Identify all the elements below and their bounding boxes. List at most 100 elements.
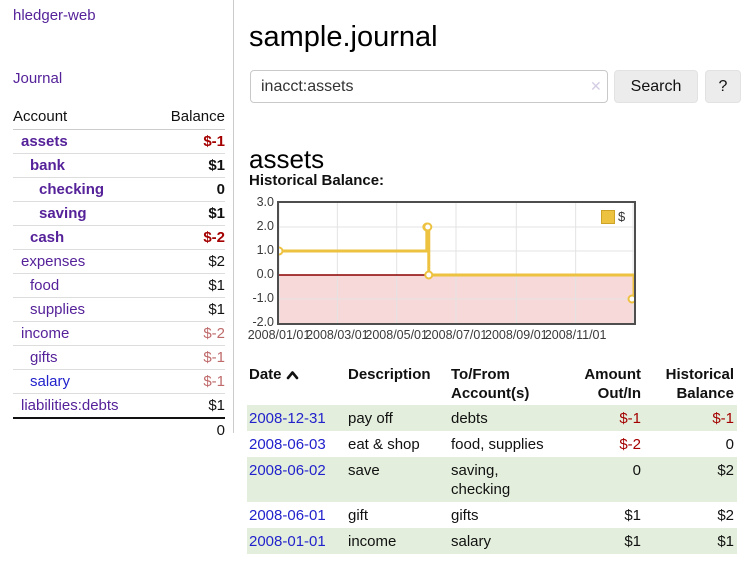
x-tick-label: 2008/07/01 [424,328,488,342]
account-row: supplies $1 [13,297,225,322]
register-cell-description: gift [348,507,369,524]
account-balance: $1 [153,153,225,178]
account-row: income $-2 [13,321,225,346]
search-button[interactable]: Search [614,70,698,103]
search-input[interactable] [250,70,608,103]
account-balance: $1 [153,201,225,226]
chart-series-svg [274,203,637,323]
clear-search-icon[interactable]: ✕ [590,78,602,94]
account-row: expenses $2 [13,249,225,274]
account-row: liabilities:debts $1 [13,393,225,419]
account-link-supplies[interactable]: supplies [30,300,86,318]
historical-balance-chart: 3.0 2.0 1.0 0.0 -1.0 -2.0 $ 2008/01/01 2008/03… [248,195,742,348]
account-balance: $-2 [153,321,225,346]
account-link-food[interactable]: food [30,276,60,294]
account-link-saving[interactable]: saving [39,204,87,222]
accounts-total-value: 0 [153,417,225,442]
chart-plot-area [274,201,637,325]
account-row: gifts $-1 [13,345,225,370]
register-col-amount: Amount Out/In [584,366,641,402]
register-cell-description: save [348,462,380,479]
account-link-cash[interactable]: cash [30,228,65,246]
register-cell-balance: 0 [725,436,734,453]
x-tick-label: 2008/09/01 [485,328,548,342]
account-row: salary $-1 [13,369,225,394]
account-balance: $-1 [153,129,225,154]
register-cell-amount: $-1 [619,410,641,427]
legend-label: $ [618,209,626,224]
register-row: 2008-06-01 gift gifts $1 $2 [247,502,737,528]
account-row: bank $1 [13,153,225,178]
register-cell-accounts: gifts [451,507,479,524]
register-cell-amount: $-2 [619,436,641,453]
register-cell-date: 2008-06-02 [247,457,346,502]
account-balance: $1 [153,297,225,322]
account-balance: $-2 [153,225,225,250]
register-row: 2008-12-31 pay off debts $-1 $-1 [247,405,737,431]
account-balance: $2 [153,249,225,274]
nav-journal-link[interactable]: Journal [13,70,63,87]
chart-legend: $ [601,209,625,224]
account-row: assets $-1 [13,129,225,154]
register-cell-accounts: salary [451,533,492,550]
x-tick-label: 2008/11/01 [544,328,607,342]
page-title: sample.journal [249,21,438,54]
register-cell-accounts: debts [451,410,488,427]
register-cell-description: eat & shop [348,436,420,453]
account-row: checking 0 [13,177,225,202]
transaction-date-link[interactable]: 2008-06-02 [249,462,326,479]
y-tick-label: -2.0 [252,315,274,329]
account-link-salary[interactable]: salary [30,372,71,390]
app-title-link[interactable]: hledger-web [13,7,96,24]
register-table: Date Description To/From Account(s) Amou… [247,363,737,554]
transaction-date-link[interactable]: 2008-12-31 [249,410,326,427]
register-cell-balance: $2 [717,462,734,479]
account-link-liabilities-debts[interactable]: liabilities:debts [21,396,119,414]
account-balance: $1 [153,393,225,419]
register-cell-accounts: saving, checking [451,462,511,498]
register-col-accounts: To/From Account(s) [451,366,530,402]
y-tick-label: 1.0 [256,243,274,257]
register-col-balance: Historical Balance [665,366,734,402]
account-link-bank[interactable]: bank [30,156,66,174]
register-cell-amount: $1 [624,533,641,550]
transaction-date-link[interactable]: 2008-06-03 [249,436,326,453]
y-tick-label: 0.0 [256,267,274,281]
register-cell-accounts: food, supplies [451,436,544,453]
transaction-date-link[interactable]: 2008-06-01 [249,507,326,524]
register-cell-date: 2008-01-01 [247,528,346,554]
register-cell-amount: $1 [624,507,641,524]
chart-title: Historical Balance: [249,172,385,189]
transaction-date-link[interactable]: 2008-01-01 [249,533,326,550]
account-row: saving $1 [13,201,225,226]
register-cell-amount: 0 [632,462,641,479]
account-link-assets[interactable]: assets [21,132,68,150]
register-cell-balance: $-1 [712,410,734,427]
x-tick-label: 2008/05/01 [365,328,428,342]
account-balance: $-1 [153,369,225,394]
help-button[interactable]: ? [705,70,741,103]
account-heading: assets [249,143,325,174]
y-tick-label: -1.0 [252,291,274,305]
register-row: 2008-06-02 save saving, checking 0 $2 [247,457,737,502]
account-balance: 0 [153,177,225,202]
register-row: 2008-06-03 eat & shop food, supplies $-2 0 [247,431,737,457]
account-link-gifts[interactable]: gifts [30,348,58,366]
register-row: 2008-01-01 income salary $1 $1 [247,528,737,554]
register-cell-description: income [348,533,397,550]
register-cell-balance: $2 [717,507,734,524]
account-row: food $1 [13,273,225,298]
account-link-expenses[interactable]: expenses [21,252,86,270]
register-col-date[interactable]: Date [247,363,346,405]
account-row: cash $-2 [13,225,225,250]
register-cell-date: 2008-06-01 [247,502,346,528]
account-link-income[interactable]: income [21,324,70,342]
legend-swatch-icon [601,209,615,224]
register-cell-description: pay off [348,410,393,427]
register-cell-date: 2008-12-31 [247,405,346,431]
sidebar-divider [233,0,234,433]
account-link-checking[interactable]: checking [39,180,105,198]
x-tick-label: 2008/03/01 [306,328,369,342]
register-cell-date: 2008-06-03 [247,431,346,457]
y-tick-label: 3.0 [256,195,274,209]
